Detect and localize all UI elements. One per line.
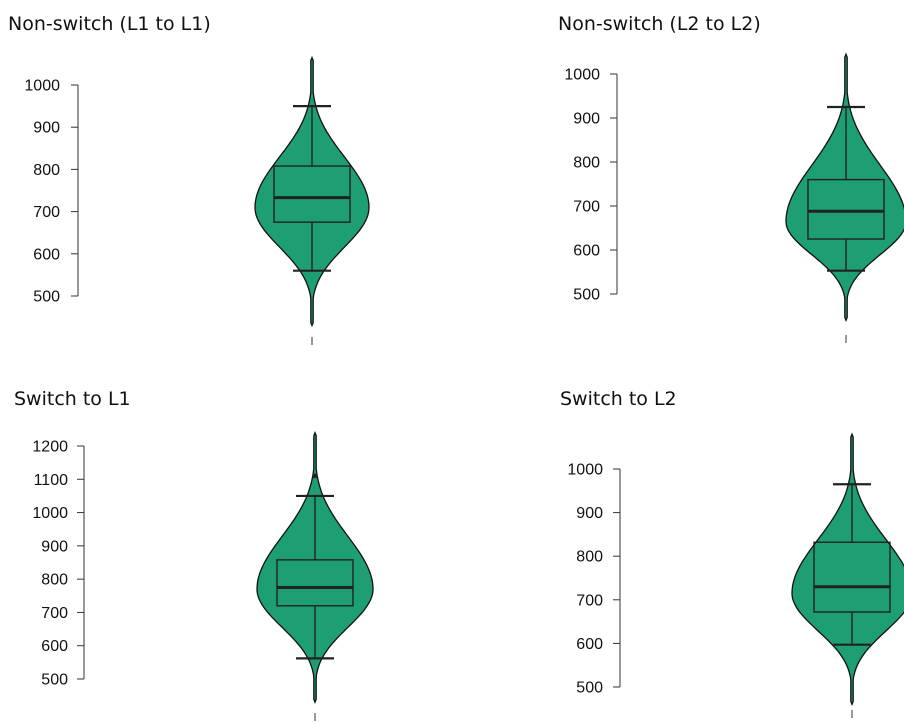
y-tick-label: 700 xyxy=(33,204,60,221)
y-tick-label: 1000 xyxy=(564,67,600,84)
violin-shape xyxy=(791,432,904,707)
iqr-box xyxy=(276,559,354,607)
y-tick-label: 1000 xyxy=(32,505,68,522)
panel-1: Non-switch (L1 to L1) 500 600 700 800 900 1000 xyxy=(8,13,370,345)
y-tick-label: 500 xyxy=(576,680,603,697)
y-tick-label: 700 xyxy=(573,199,600,216)
y-tick-label: 1000 xyxy=(24,78,60,95)
y-tick-label: 600 xyxy=(33,246,60,263)
violin-shape xyxy=(254,55,370,328)
y-tick-label: 600 xyxy=(576,636,603,653)
y-tick-label: 800 xyxy=(41,572,68,589)
panel-title: Switch to L1 xyxy=(14,388,131,410)
outlier-point xyxy=(312,473,318,479)
violin-shape xyxy=(785,52,904,323)
y-tick-label: 900 xyxy=(573,111,600,128)
y-tick-label: 800 xyxy=(573,155,600,172)
y-tick-label: 600 xyxy=(41,638,68,655)
panel-4: Switch to L2 500 600 700 800 900 1000 xyxy=(560,388,904,718)
panel-title: Switch to L2 xyxy=(560,388,677,410)
panel-3: Switch to L1 500 600 700 800 900 1000 1100 1200 xyxy=(14,388,374,721)
y-tick-label: 900 xyxy=(41,538,68,555)
y-tick-label: 500 xyxy=(573,287,600,304)
iqr-box xyxy=(813,541,891,613)
y-tick-label: 700 xyxy=(576,592,603,609)
y-tick-label: 600 xyxy=(573,243,600,260)
y-tick-label: 800 xyxy=(33,162,60,179)
y-tick-label: 1000 xyxy=(567,462,603,479)
violin-shape xyxy=(256,430,374,705)
panel-2: Non-switch (L2 to L2) 500 600 700 800 900 1000 xyxy=(558,13,904,343)
y-tick-label: 1100 xyxy=(34,472,69,489)
y-tick-label: 500 xyxy=(33,289,60,306)
iqr-box xyxy=(273,165,351,223)
y-tick-label: 700 xyxy=(41,605,68,622)
y-tick-label: 500 xyxy=(41,672,68,689)
panel-title: Non-switch (L1 to L1) xyxy=(8,13,211,35)
y-tick-label: 1200 xyxy=(32,439,68,456)
y-tick-label: 800 xyxy=(576,549,603,566)
y-tick-label: 900 xyxy=(33,120,60,137)
panel-title: Non-switch (L2 to L2) xyxy=(558,13,761,35)
iqr-box xyxy=(807,178,885,240)
y-tick-label: 900 xyxy=(576,505,603,522)
